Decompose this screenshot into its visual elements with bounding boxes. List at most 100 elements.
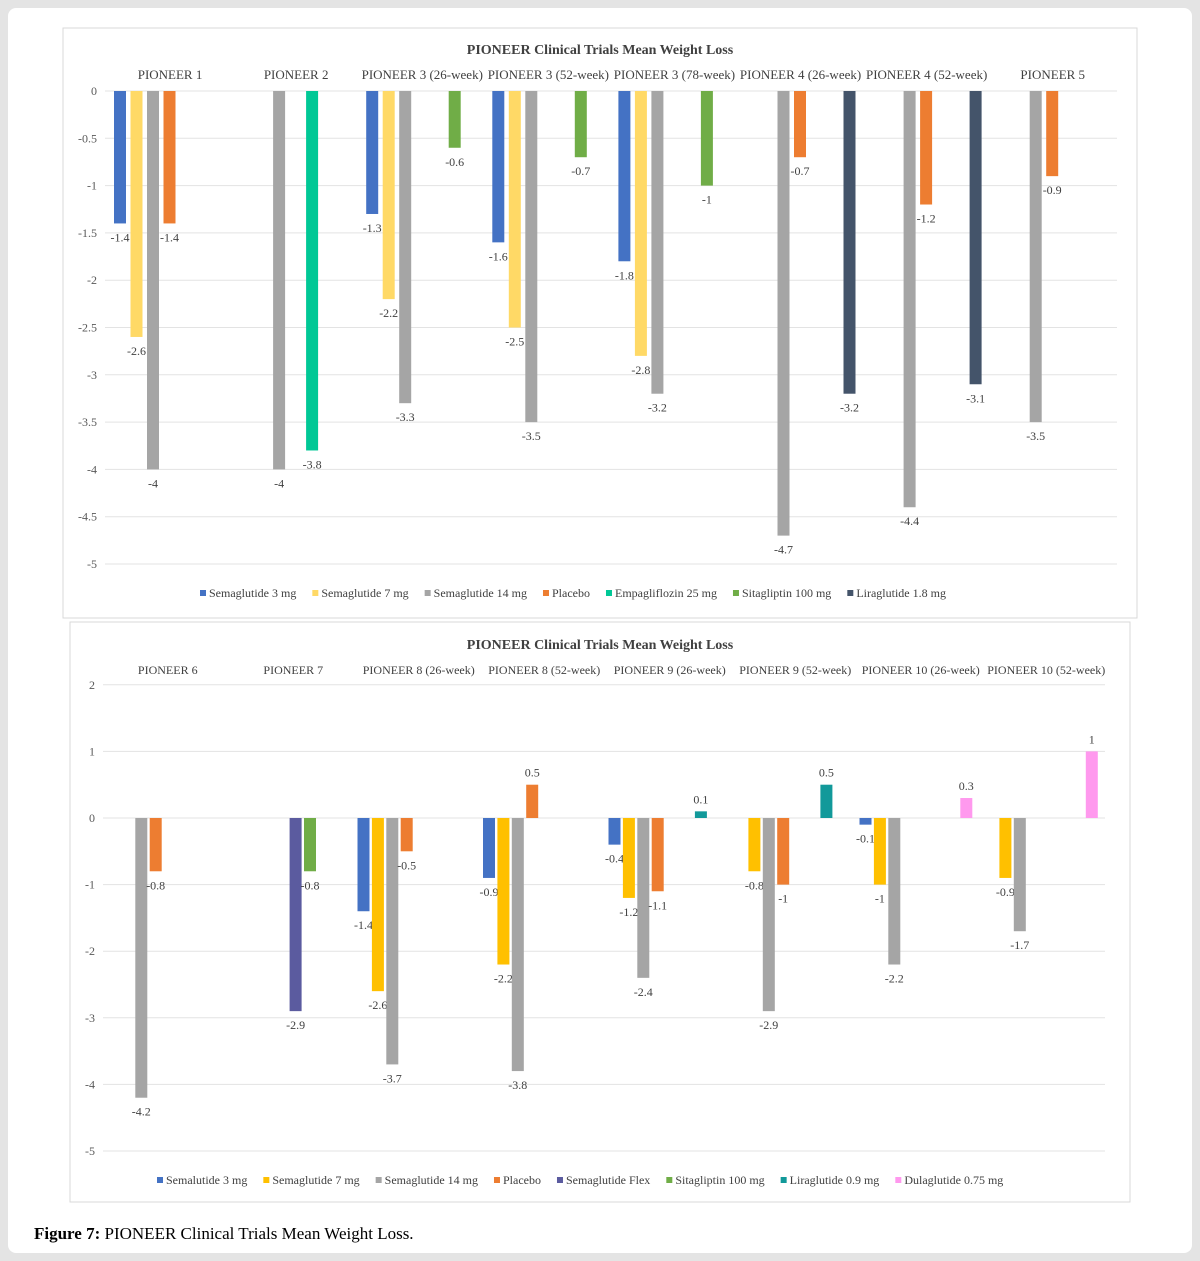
bar-semaglutide-14-mg (525, 91, 538, 423)
y-tick-label: -5 (87, 557, 97, 571)
bar-semaglutide-14-mg (1029, 91, 1042, 423)
data-label: -1.8 (615, 268, 634, 282)
bar-semaglutide-14-mg (386, 818, 399, 1065)
data-label: -0.8 (301, 878, 320, 892)
bar-semaglutide-14-mg (762, 818, 775, 1012)
y-tick-label: 0 (89, 811, 95, 825)
data-label: -2.8 (631, 363, 650, 377)
category-label: PIONEER 8 (52-week) (488, 663, 600, 677)
data-label: -0.9 (1043, 183, 1062, 197)
legend-swatch (542, 590, 549, 596)
bar-semaglutide-14-mg (511, 818, 524, 1072)
data-label: -0.8 (146, 878, 165, 892)
legend-label: Semaglutide 14 mg (434, 586, 527, 600)
y-tick-label: -1 (87, 179, 97, 193)
data-label: -1.2 (619, 905, 638, 919)
bar-semalutide-3-mg (357, 818, 370, 912)
data-label: -3.8 (303, 457, 322, 471)
data-label: -1.7 (1010, 938, 1029, 952)
caption-text: PIONEER Clinical Trials Mean Weight Loss… (100, 1224, 414, 1243)
bar-semaglutide-7-mg (748, 818, 761, 872)
bar-placebo (794, 91, 806, 158)
category-label: PIONEER 9 (26-week) (614, 663, 726, 677)
legend-label: Empagliflozin 25 mg (615, 586, 717, 600)
legend-label: Placebo (503, 1173, 541, 1187)
chart-frame (62, 27, 1138, 619)
category-label: PIONEER 5 (1020, 67, 1085, 82)
bar-placebo (777, 818, 790, 885)
y-tick-label: -0.5 (78, 131, 97, 145)
bar-semaglutide-14-mg (888, 818, 901, 965)
bar-semaglutide-7-mg (382, 91, 395, 300)
y-tick-label: -3 (87, 368, 97, 382)
category-label: PIONEER 6 (138, 663, 198, 677)
bar-dulaglutide-0-75-mg (1085, 751, 1098, 818)
bar-placebo (526, 784, 539, 818)
data-label: -0.8 (745, 878, 764, 892)
data-label: -0.5 (397, 858, 416, 872)
data-label: -1.3 (363, 221, 382, 235)
legend-swatch (847, 590, 854, 596)
data-label: -1.1 (648, 898, 667, 912)
data-label: -2.9 (759, 1018, 778, 1032)
y-tick-label: -3.5 (78, 415, 97, 429)
data-label: -1.2 (917, 212, 936, 226)
data-label: -3.2 (648, 401, 667, 415)
figure-caption: Figure 7: PIONEER Clinical Trials Mean W… (34, 1224, 414, 1244)
chart-frame (69, 621, 1131, 1203)
bar-semalutide-3-mg (859, 818, 872, 825)
bar-semaglutide-7-mg (497, 818, 510, 965)
bar-semaglutide-7-mg (622, 818, 635, 898)
legend-swatch (732, 590, 739, 596)
legend-label: Semaglutide 7 mg (321, 586, 408, 600)
legend-label: Semaglutide 7 mg (272, 1173, 359, 1187)
category-label: PIONEER 8 (26-week) (363, 663, 475, 677)
legend-label: Semaglutide Flex (566, 1173, 650, 1187)
data-label: -1 (702, 193, 712, 207)
bar-semaglutide-7-mg (371, 818, 384, 992)
bar-semaglutide-14-mg (147, 91, 159, 470)
bar-liraglutide-0-9-mg (820, 784, 833, 818)
bar-semaglutide-14-mg (903, 91, 916, 508)
legend-label: Liraglutide 0.9 mg (790, 1173, 880, 1187)
bar-sitagliptin-100-mg (304, 818, 316, 872)
legend-swatch (157, 1177, 163, 1183)
bar-semaglutide-14-mg (135, 818, 148, 1098)
legend-swatch (493, 1177, 500, 1183)
y-tick-label: -4.5 (78, 510, 97, 524)
y-tick-label: -4 (87, 462, 97, 476)
data-label: -3.8 (508, 1078, 527, 1092)
data-label: -2.4 (634, 985, 653, 999)
data-label: -1 (778, 892, 788, 906)
data-label: -0.9 (996, 885, 1015, 899)
data-label: -2.9 (286, 1018, 305, 1032)
legend-swatch (263, 1177, 270, 1183)
data-label: -4.7 (774, 543, 793, 557)
category-label: PIONEER 3 (78-week) (614, 67, 735, 82)
bar-placebo (163, 91, 176, 224)
data-label: -0.4 (605, 852, 624, 866)
data-label: -1.6 (489, 249, 508, 263)
legend-label: Sitagliptin 100 mg (675, 1173, 764, 1187)
bar-semaglutide-7-mg (634, 91, 647, 356)
bar-semaglutide-14-mg (777, 91, 790, 536)
chart-title: PIONEER Clinical Trials Mean Weight Loss (467, 43, 734, 58)
bar-semalutide-3-mg (483, 818, 495, 878)
category-label: PIONEER 9 (52-week) (739, 663, 851, 677)
legend-swatch (895, 1177, 902, 1183)
bar-sitagliptin-100-mg (448, 91, 461, 148)
caption-label: Figure 7: (34, 1224, 101, 1243)
bar-dulaglutide-0-75-mg (960, 798, 973, 818)
y-tick-label: -1.5 (78, 226, 97, 240)
bar-semaglutide-14-mg (273, 91, 286, 470)
category-label: PIONEER 1 (138, 67, 203, 82)
data-label: 0.5 (525, 766, 540, 780)
data-label: 0.1 (693, 792, 708, 806)
bar-semaglutide-flex (289, 818, 302, 1012)
data-label: -0.7 (791, 164, 810, 178)
legend-label: Liraglutide 1.8 mg (856, 586, 946, 600)
y-tick-label: -2 (85, 944, 95, 958)
legend-label: Sitagliptin 100 mg (742, 586, 831, 600)
